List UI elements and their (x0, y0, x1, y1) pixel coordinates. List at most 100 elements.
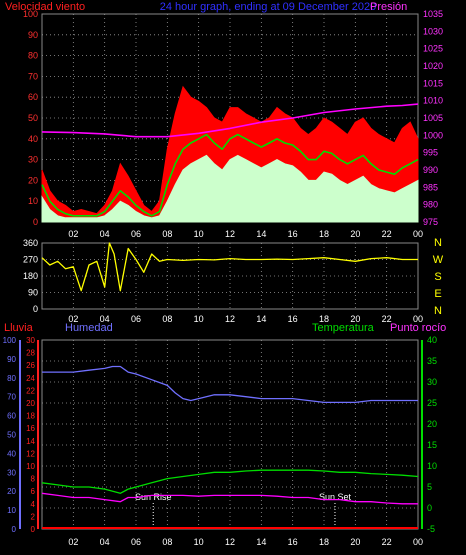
wind-xtick: 22 (382, 229, 392, 239)
climate-xtick: 22 (382, 537, 392, 547)
climate-xtick: 10 (194, 537, 204, 547)
temperature-ytick: 35 (427, 356, 437, 366)
temperature-ytick: 40 (427, 335, 437, 345)
wind-xtick: 00 (413, 229, 423, 239)
humidity-ytick: 40 (7, 449, 16, 458)
wind-xtick: 04 (100, 229, 110, 239)
wind-xtick: 12 (225, 229, 235, 239)
humidity-ytick: 50 (7, 431, 16, 440)
pressure-label: Presión (370, 1, 407, 13)
direction-xtick: 12 (225, 314, 235, 324)
wind-ytick: 90 (28, 30, 38, 40)
direction-xtick: 00 (413, 314, 423, 324)
wind-ytick: 0 (33, 217, 38, 227)
climate-xtick: 08 (162, 537, 172, 547)
wind-xtick: 14 (256, 229, 266, 239)
rain-ytick: 22 (26, 386, 35, 395)
pressure-ytick: 1025 (423, 44, 443, 54)
temperature-ytick: 5 (427, 482, 432, 492)
direction-ytick: 180 (23, 271, 38, 281)
pressure-ytick: 1000 (423, 130, 443, 140)
rain-ytick: 30 (26, 336, 35, 345)
rain-label: Lluvia (4, 322, 34, 334)
humidity-ytick: 100 (3, 336, 17, 345)
humidity-ytick: 30 (7, 468, 16, 477)
climate-xtick: 00 (413, 537, 423, 547)
wind-xtick: 10 (194, 229, 204, 239)
wind-pressure-panel: 1009080706050403020100103510301025102010… (5, 1, 443, 239)
pressure-ytick: 1030 (423, 26, 443, 36)
climate-xtick: 16 (288, 537, 298, 547)
rain-ytick: 12 (26, 449, 35, 458)
humidity-ytick: 90 (7, 355, 16, 364)
temperature-ytick: 25 (427, 398, 437, 408)
temperature-ytick: 10 (427, 461, 437, 471)
wind-direction-line (41, 242, 418, 292)
compass-label: N (434, 305, 442, 317)
rain-ytick: 28 (26, 349, 35, 358)
rain-ytick: 10 (26, 462, 35, 471)
pressure-ytick: 1020 (423, 61, 443, 71)
pressure-ytick: 1005 (423, 113, 443, 123)
temperature-ytick: 0 (427, 503, 432, 513)
temperature-ytick: 20 (427, 419, 437, 429)
humidity-ytick: 0 (12, 525, 17, 534)
wind-average-line (41, 133, 419, 217)
temperature-ytick: 15 (427, 440, 437, 450)
pressure-ytick: 985 (423, 182, 438, 192)
direction-xtick: 06 (131, 314, 141, 324)
humidity-ytick: 80 (7, 374, 16, 383)
pressure-ytick: 1035 (423, 9, 443, 19)
wind-ytick: 10 (28, 196, 38, 206)
climate-xtick: 14 (256, 537, 266, 547)
wind-xtick: 20 (350, 229, 360, 239)
pressure-line (41, 103, 419, 138)
temperature-label: Temperatura (312, 322, 375, 334)
humidity-ytick: 60 (7, 412, 16, 421)
direction-xtick: 16 (288, 314, 298, 324)
direction-xtick: 04 (100, 314, 110, 324)
humidity-line (42, 365, 418, 404)
climate-xtick: 02 (68, 537, 78, 547)
compass-label: N (434, 237, 442, 249)
direction-ytick: 270 (23, 255, 38, 265)
direction-ytick: 360 (23, 238, 38, 248)
wind-xtick: 16 (288, 229, 298, 239)
climate-xtick: 18 (319, 537, 329, 547)
humidity-ytick: 10 (7, 506, 16, 515)
wind-ytick: 100 (23, 9, 38, 19)
wind-speed-area (41, 154, 419, 223)
rain-ytick: 8 (31, 475, 36, 484)
wind-ytick: 30 (28, 155, 38, 165)
climate-xtick: 20 (350, 537, 360, 547)
dewpoint-line (41, 492, 418, 505)
rain-ytick: 2 (31, 512, 36, 521)
rain-ytick: 14 (26, 437, 35, 446)
pressure-ytick: 1015 (423, 78, 443, 88)
wind-ytick: 40 (28, 134, 38, 144)
wind-ytick: 20 (28, 175, 38, 185)
wind-ytick: 60 (28, 92, 38, 102)
temperature-ytick: 30 (427, 377, 437, 387)
humidity-ytick: 70 (7, 393, 16, 402)
chart-title: 24 hour graph, ending at 09 December 202… (160, 1, 377, 13)
rain-ytick: 26 (26, 361, 35, 370)
direction-ytick: 0 (33, 304, 38, 314)
humidity-label: Humedad (65, 322, 113, 334)
climate-xtick: 04 (100, 537, 110, 547)
rain-ytick: 20 (26, 399, 35, 408)
wind-xtick: 02 (68, 229, 78, 239)
pressure-ytick: 1010 (423, 96, 443, 106)
sun-label: Sun Rise (135, 492, 172, 502)
compass-label: S (434, 271, 441, 283)
wind-xtick: 18 (319, 229, 329, 239)
direction-xtick: 22 (382, 314, 392, 324)
dewpoint-label: Punto rocío (390, 322, 446, 334)
wind-xtick: 08 (162, 229, 172, 239)
rain-ytick: 24 (26, 374, 35, 383)
pressure-ytick: 990 (423, 165, 438, 175)
rain-ytick: 0 (31, 525, 36, 534)
wind-speed-label: Velocidad viento (5, 1, 85, 13)
